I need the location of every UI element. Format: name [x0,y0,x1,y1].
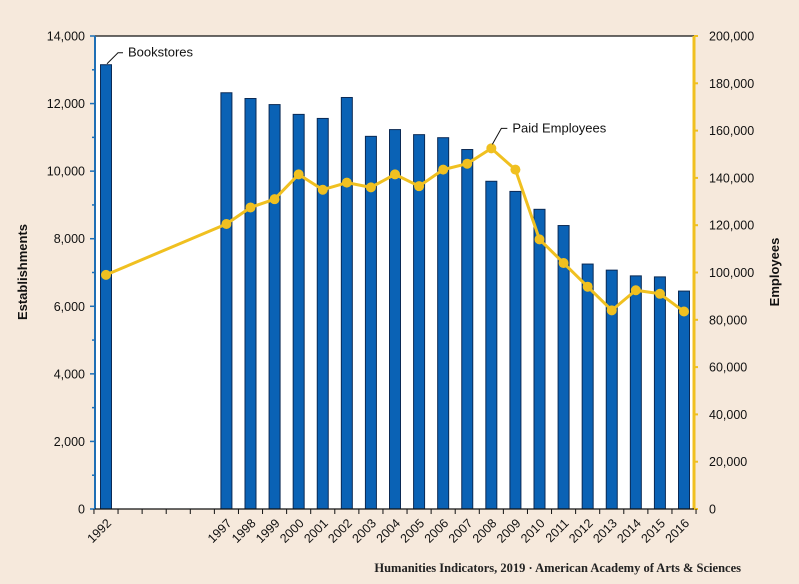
bar-2001 [316,117,329,510]
paid-employees-leader-line [491,127,508,145]
bar-2002 [340,96,353,510]
y-tick-label: 0 [78,503,85,517]
employees-point-2000 [293,169,304,180]
y-tick-label: 10,000 [47,165,85,179]
employees-point-2002 [341,177,352,188]
y-tick-label: 6,000 [54,300,85,314]
employees-point-2003 [365,182,376,193]
y2-tick-label: 140,000 [709,171,754,185]
employees-point-2015 [654,288,665,299]
y-tick-label: 2,000 [54,435,85,449]
x-tick-label-2006: 2006 [422,516,452,546]
y2-tick-label: 20,000 [709,455,747,469]
x-tick-label-2016: 2016 [663,516,693,546]
y2-tick-label: 100,000 [709,266,754,280]
x-tick-label-2011: 2011 [543,516,572,545]
employees-point-2012 [582,281,593,292]
x-tick-label-2008: 2008 [470,516,500,546]
x-tick-label-2009: 2009 [494,516,524,546]
employees-point-2004 [390,169,400,180]
x-tick-label-1998: 1998 [229,516,259,546]
x-tick-label-2004: 2004 [374,516,404,546]
employees-point-2001 [317,184,328,195]
bar-2008 [485,180,498,510]
y-tick-label: 14,000 [47,30,85,44]
x-tick-label-2012: 2012 [566,516,596,546]
employees-point-1992 [101,269,111,280]
y2-tick-label: 200,000 [709,30,754,44]
employees-point-2008 [486,143,497,154]
y-axis-title: Establishments [15,224,30,320]
x-tick-label-2014: 2014 [614,516,644,546]
y-tick-label: 8,000 [54,232,85,246]
bar-2009 [509,190,522,510]
employees-point-1997 [221,219,232,230]
employees-point-2016 [679,306,689,317]
x-tick-label-2005: 2005 [398,516,428,546]
employees-point-2010 [534,234,545,245]
x-tick-label-2001: 2001 [301,516,331,546]
employees-point-2014 [630,285,641,296]
bar-2006 [437,137,450,510]
bar-2010 [533,208,546,510]
bookstores-annotation: Bookstores [128,45,194,60]
employees-point-1998 [245,202,256,213]
bar-2007 [461,149,474,510]
x-tick-label-2010: 2010 [518,516,548,546]
x-tick-label-2003: 2003 [349,516,379,546]
y2-tick-label: 180,000 [709,77,754,91]
bar-2012 [581,263,594,510]
employees-point-2005 [414,181,425,192]
bar-1999 [268,104,281,510]
employees-point-2007 [462,158,473,169]
bar-1992 [100,64,112,510]
x-tick-label-1992: 1992 [85,516,115,546]
y2-tick-label: 160,000 [709,124,754,138]
paid-employees-annotation: Paid Employees [512,120,606,135]
x-tick-label-2013: 2013 [590,516,620,546]
y2-tick-label: 0 [709,503,716,517]
x-tick-label-1999: 1999 [253,516,283,546]
y2-axis-title: Employees [767,238,782,307]
x-tick-label-2002: 2002 [325,516,355,546]
employees-point-1999 [269,194,280,205]
x-tick-label-2015: 2015 [638,516,668,546]
bar-2004 [389,129,401,510]
y2-tick-label: 40,000 [709,408,747,422]
employees-point-2013 [606,305,617,316]
employees-point-2009 [510,164,521,175]
x-tick-label-1997: 1997 [205,516,235,546]
y2-tick-label: 60,000 [709,361,747,375]
y2-tick-label: 80,000 [709,313,747,327]
y-tick-label: 4,000 [54,367,85,381]
x-tick-label-2000: 2000 [277,516,307,546]
employees-point-2011 [558,258,569,269]
source-footer: Humanities Indicators, 2019 · American A… [374,561,741,575]
bar-1997 [220,92,233,510]
bar-2014 [629,275,642,510]
x-tick-label-2007: 2007 [446,516,476,546]
y2-tick-label: 120,000 [709,219,754,233]
bar-2016 [678,290,690,510]
employees-point-2006 [438,164,449,175]
bar-1998 [244,98,257,510]
bar-2015 [653,276,666,510]
bookstores-leader-line [106,52,123,65]
y-tick-label: 12,000 [47,97,85,111]
